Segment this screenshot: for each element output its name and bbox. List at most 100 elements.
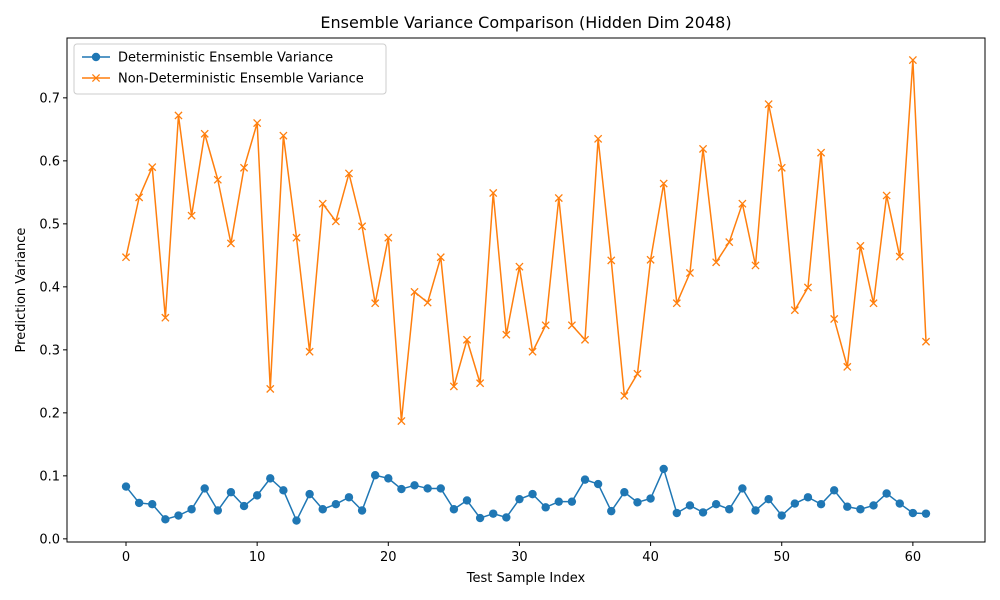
data-point [607, 506, 616, 516]
legend-marker [91, 52, 101, 62]
data-point [803, 493, 813, 502]
y-tick-label: 0.3 [39, 343, 60, 358]
data-point [187, 211, 196, 220]
data-point [371, 299, 380, 308]
data-point [266, 384, 275, 393]
data-point [633, 369, 642, 378]
data-point [239, 501, 249, 511]
data-point [751, 261, 760, 270]
data-point [187, 505, 196, 514]
x-tick-label: 30 [511, 550, 528, 565]
data-point [384, 474, 393, 483]
data-point [698, 508, 708, 517]
data-point [397, 416, 406, 426]
data-point [580, 335, 590, 344]
x-tick-label: 40 [642, 550, 659, 565]
data-point [672, 299, 681, 308]
data-point [646, 494, 655, 503]
data-point [410, 481, 419, 490]
data-point [226, 488, 236, 497]
y-tick-label: 0.0 [39, 532, 60, 547]
data-point [344, 169, 354, 178]
data-point [253, 118, 262, 128]
plot-frame [66, 37, 986, 543]
chart-title: Ensemble Variance Comparison (Hidden Dim… [320, 13, 731, 32]
data-point [698, 144, 708, 153]
y-tick-label: 0.7 [39, 91, 60, 106]
legend-box [73, 43, 387, 95]
x-axis-ticks: 0 10 20 30 40 50 60 [122, 542, 921, 565]
data-point [331, 217, 340, 226]
data-point [843, 362, 852, 371]
y-tick-label: 0.1 [39, 469, 60, 484]
data-point [279, 486, 288, 495]
data-point [476, 379, 485, 388]
data-point [213, 175, 222, 184]
data-point [357, 506, 367, 515]
data-point [384, 233, 393, 242]
data-point [134, 498, 144, 508]
data-point [489, 509, 498, 518]
data-point [777, 511, 786, 520]
legend-item: Deterministic Ensemble Variance [82, 51, 333, 66]
data-point [292, 233, 301, 242]
data-point [305, 489, 314, 499]
x-tick-label: 60 [905, 550, 922, 565]
data-point [161, 313, 170, 322]
data-point [528, 347, 537, 356]
data-point [226, 239, 235, 248]
data-point [725, 238, 734, 247]
data-point [344, 493, 354, 502]
data-point [908, 55, 917, 65]
data-point [659, 179, 668, 188]
data-point [803, 283, 813, 292]
data-point [829, 486, 839, 495]
data-point [712, 258, 721, 267]
data-point [475, 513, 485, 523]
data-point [921, 509, 931, 518]
y-axis-label: Prediction Variance [14, 228, 29, 353]
y-tick-label: 0.2 [39, 406, 60, 421]
data-point [593, 479, 603, 489]
data-point [554, 193, 563, 203]
data-point [161, 515, 170, 524]
data-point [370, 471, 380, 480]
y-axis-ticks: 0.0 0.1 0.2 0.3 0.4 0.5 0.6 0.7 [39, 91, 67, 547]
data-point [777, 163, 786, 172]
data-point [449, 382, 458, 391]
data-point [148, 500, 157, 509]
data-point [620, 391, 629, 400]
series-1 [121, 464, 931, 525]
data-point [502, 330, 511, 339]
data-point [620, 488, 629, 497]
data-point [423, 484, 432, 493]
y-tick-label: 0.5 [39, 217, 60, 232]
data-point [462, 335, 472, 344]
data-point [266, 474, 275, 483]
data-point [449, 505, 459, 514]
data-point [594, 134, 603, 143]
data-point [711, 500, 721, 509]
data-point [200, 484, 209, 493]
data-point [135, 193, 144, 202]
data-point [305, 347, 314, 356]
data-point [764, 494, 773, 504]
data-point [869, 299, 878, 308]
legend-label: Deterministic Ensemble Variance [118, 51, 333, 66]
data-point [908, 508, 918, 518]
data-point [252, 491, 262, 500]
series-line [125, 59, 927, 422]
data-point [200, 129, 209, 138]
data-point [318, 505, 327, 514]
x-tick-label: 50 [773, 550, 790, 565]
data-point [830, 314, 839, 324]
data-point [607, 256, 616, 265]
data-point [331, 500, 341, 509]
data-point [541, 321, 550, 330]
data-point [528, 489, 537, 499]
data-point [685, 501, 695, 510]
data-point [436, 253, 445, 262]
data-point [515, 262, 524, 271]
legend: Deterministic Ensemble Variance Non-Deter… [73, 43, 387, 95]
